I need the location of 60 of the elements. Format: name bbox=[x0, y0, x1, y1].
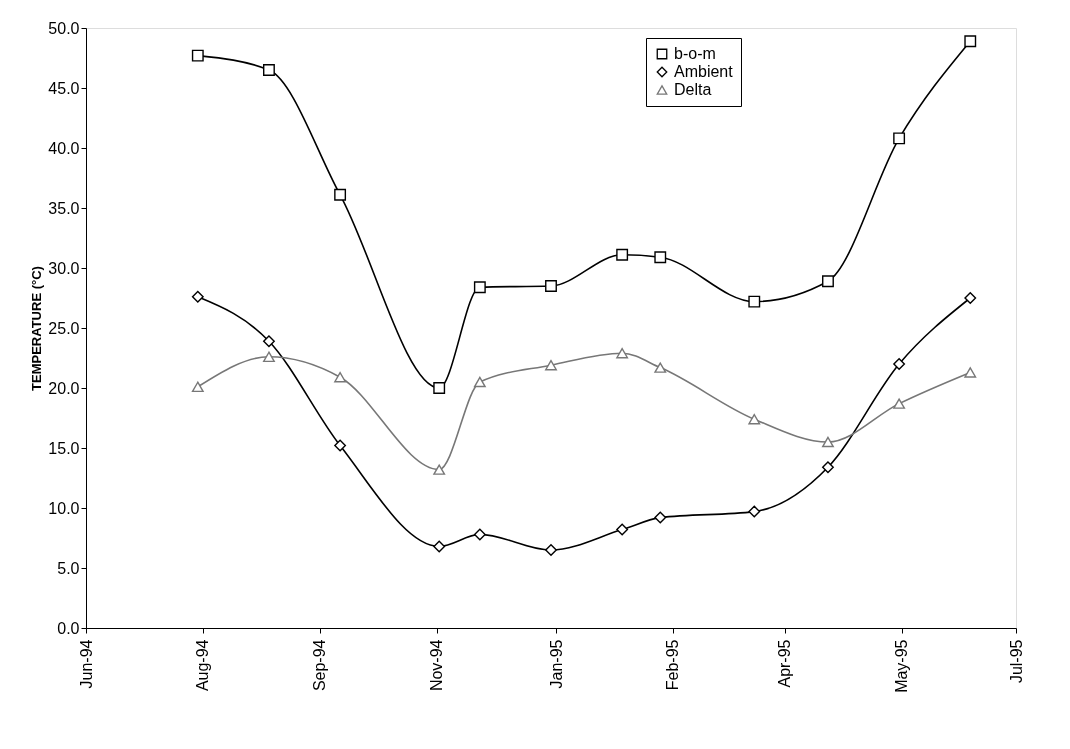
point bbox=[263, 335, 275, 348]
point bbox=[191, 49, 204, 62]
point bbox=[334, 188, 347, 201]
point bbox=[893, 358, 906, 370]
x-tick-label: Jun-94 bbox=[77, 639, 95, 689]
y-tick-label: 40.0 bbox=[48, 139, 80, 157]
x-tick-label: Feb-95 bbox=[664, 639, 682, 691]
y-tick-label: 20.0 bbox=[48, 379, 80, 397]
point bbox=[964, 35, 977, 48]
x-tick-label: Jan-95 bbox=[547, 639, 565, 689]
point bbox=[473, 376, 486, 388]
point bbox=[433, 464, 446, 475]
point bbox=[748, 295, 761, 308]
x-tick-label: Jul-95 bbox=[1007, 639, 1025, 684]
point bbox=[334, 371, 347, 383]
y-tick-label: 35.0 bbox=[48, 199, 80, 217]
legend-label: Ambient bbox=[674, 63, 734, 80]
point bbox=[654, 362, 667, 373]
legend-label: b-o-m bbox=[674, 45, 716, 62]
point bbox=[263, 351, 275, 363]
y-tick-label: 45.0 bbox=[48, 79, 80, 97]
point bbox=[822, 275, 834, 288]
point bbox=[334, 439, 347, 452]
point bbox=[748, 413, 761, 425]
point bbox=[616, 347, 629, 359]
point bbox=[893, 132, 906, 145]
point bbox=[616, 523, 629, 536]
x-tick-label: May-95 bbox=[893, 639, 911, 693]
point bbox=[616, 248, 629, 261]
y-tick-label: 25.0 bbox=[48, 319, 80, 337]
y-tick-label: 10.0 bbox=[48, 499, 80, 517]
y-tick-label: 15.0 bbox=[48, 439, 80, 457]
point bbox=[545, 544, 557, 556]
point bbox=[473, 528, 486, 541]
point bbox=[473, 281, 486, 294]
point bbox=[964, 367, 977, 378]
x-tick-label: Nov-94 bbox=[428, 639, 446, 692]
y-tick-label: 5.0 bbox=[57, 559, 80, 577]
y-tick-label: 0.0 bbox=[57, 619, 80, 637]
point bbox=[654, 251, 667, 264]
y-tick-label: 50.0 bbox=[48, 19, 80, 37]
point bbox=[964, 292, 977, 304]
point bbox=[433, 382, 446, 394]
point bbox=[822, 461, 834, 474]
x-tick-label: Aug-94 bbox=[194, 639, 212, 692]
point bbox=[748, 505, 761, 518]
point bbox=[191, 290, 204, 303]
y-axis-title: TEMPERATURE (°C) bbox=[29, 266, 45, 391]
point bbox=[822, 436, 834, 448]
x-tick-label: Sep-94 bbox=[311, 639, 329, 692]
point bbox=[545, 359, 557, 371]
point bbox=[545, 280, 557, 292]
point bbox=[433, 540, 446, 553]
point bbox=[263, 64, 275, 76]
point bbox=[893, 398, 906, 409]
x-tick-label: Apr-95 bbox=[776, 639, 794, 688]
point bbox=[191, 381, 204, 393]
point bbox=[654, 511, 667, 524]
y-tick-label: 30.0 bbox=[48, 259, 80, 277]
legend-label: Delta bbox=[674, 81, 712, 98]
